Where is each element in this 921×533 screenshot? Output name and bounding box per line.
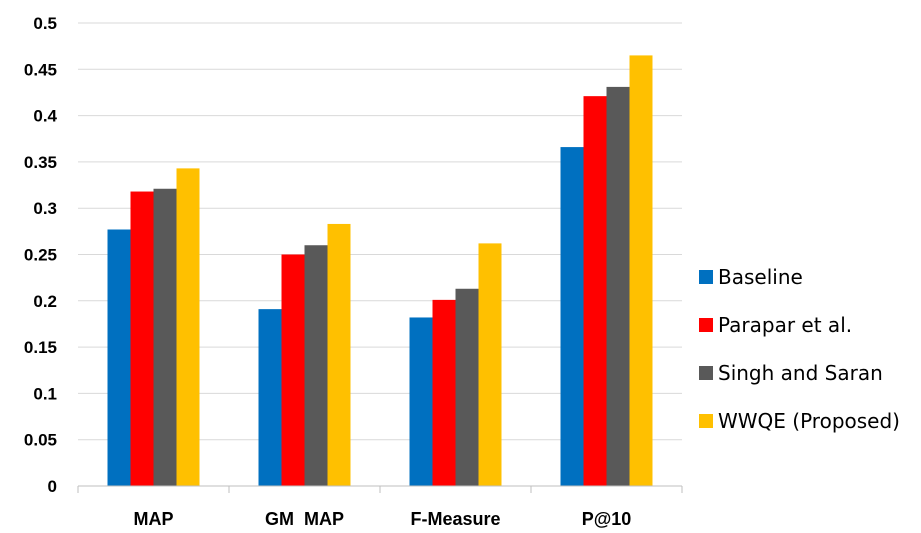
bar-baseline-2 xyxy=(409,317,433,486)
bar-singh-and-saran-3 xyxy=(606,86,630,487)
legend-swatch xyxy=(699,270,713,284)
bar-parapar-et-al-0 xyxy=(130,191,154,487)
y-tick-label: 0.05 xyxy=(24,431,57,450)
y-tick-label: 0.45 xyxy=(24,60,57,79)
y-axis-tick-labels: 0 0.05 0.1 0.15 0.2 0.25 0.3 0.35 0.4 0.45 0.5 xyxy=(24,14,58,496)
x-category-label: F-Measure xyxy=(410,509,500,529)
x-axis xyxy=(77,485,683,493)
bar-parapar-et-al-3 xyxy=(583,96,607,487)
bar-singh-and-saran-1 xyxy=(304,245,328,486)
y-tick-label: 0.35 xyxy=(24,153,57,172)
legend: Baseline Parapar et al. Singh and Saran WWQ… xyxy=(699,265,900,433)
legend-swatch xyxy=(699,318,713,332)
bar-parapar-et-al-1 xyxy=(281,254,305,486)
y-tick-label: 0.15 xyxy=(24,338,57,357)
bar-wwqe-proposed-2 xyxy=(478,243,502,486)
x-axis-category-labels: MAP GM MAP F-Measure P@10 xyxy=(134,509,632,529)
legend-swatch xyxy=(699,414,713,428)
bar-wwqe-proposed-0 xyxy=(176,168,200,486)
bars xyxy=(107,55,653,487)
y-tick-label: 0.5 xyxy=(33,14,57,33)
y-tick-label: 0 xyxy=(48,477,57,496)
bar-baseline-0 xyxy=(107,229,131,487)
y-tick-label: 0.1 xyxy=(33,384,57,403)
legend-label: Singh and Saran xyxy=(718,361,883,385)
y-tick-label: 0.4 xyxy=(33,107,57,126)
bar-parapar-et-al-2 xyxy=(432,299,456,486)
legend-label: Baseline xyxy=(718,265,803,289)
x-category-label: GM MAP xyxy=(265,509,344,529)
bar-singh-and-saran-2 xyxy=(455,288,479,486)
bar-baseline-1 xyxy=(258,309,282,486)
bar-wwqe-proposed-3 xyxy=(629,55,653,486)
x-category-label: MAP xyxy=(134,509,174,529)
x-category-label: P@10 xyxy=(582,509,632,529)
bar-wwqe-proposed-1 xyxy=(327,223,351,486)
y-tick-label: 0.25 xyxy=(24,246,57,265)
legend-label: WWQE (Proposed) xyxy=(718,409,900,433)
bar-singh-and-saran-0 xyxy=(153,188,177,486)
legend-label: Parapar et al. xyxy=(718,313,852,337)
y-tick-label: 0.3 xyxy=(33,199,57,218)
y-tick-label: 0.2 xyxy=(33,292,57,311)
legend-swatch xyxy=(699,366,713,380)
bar-baseline-3 xyxy=(560,147,584,487)
